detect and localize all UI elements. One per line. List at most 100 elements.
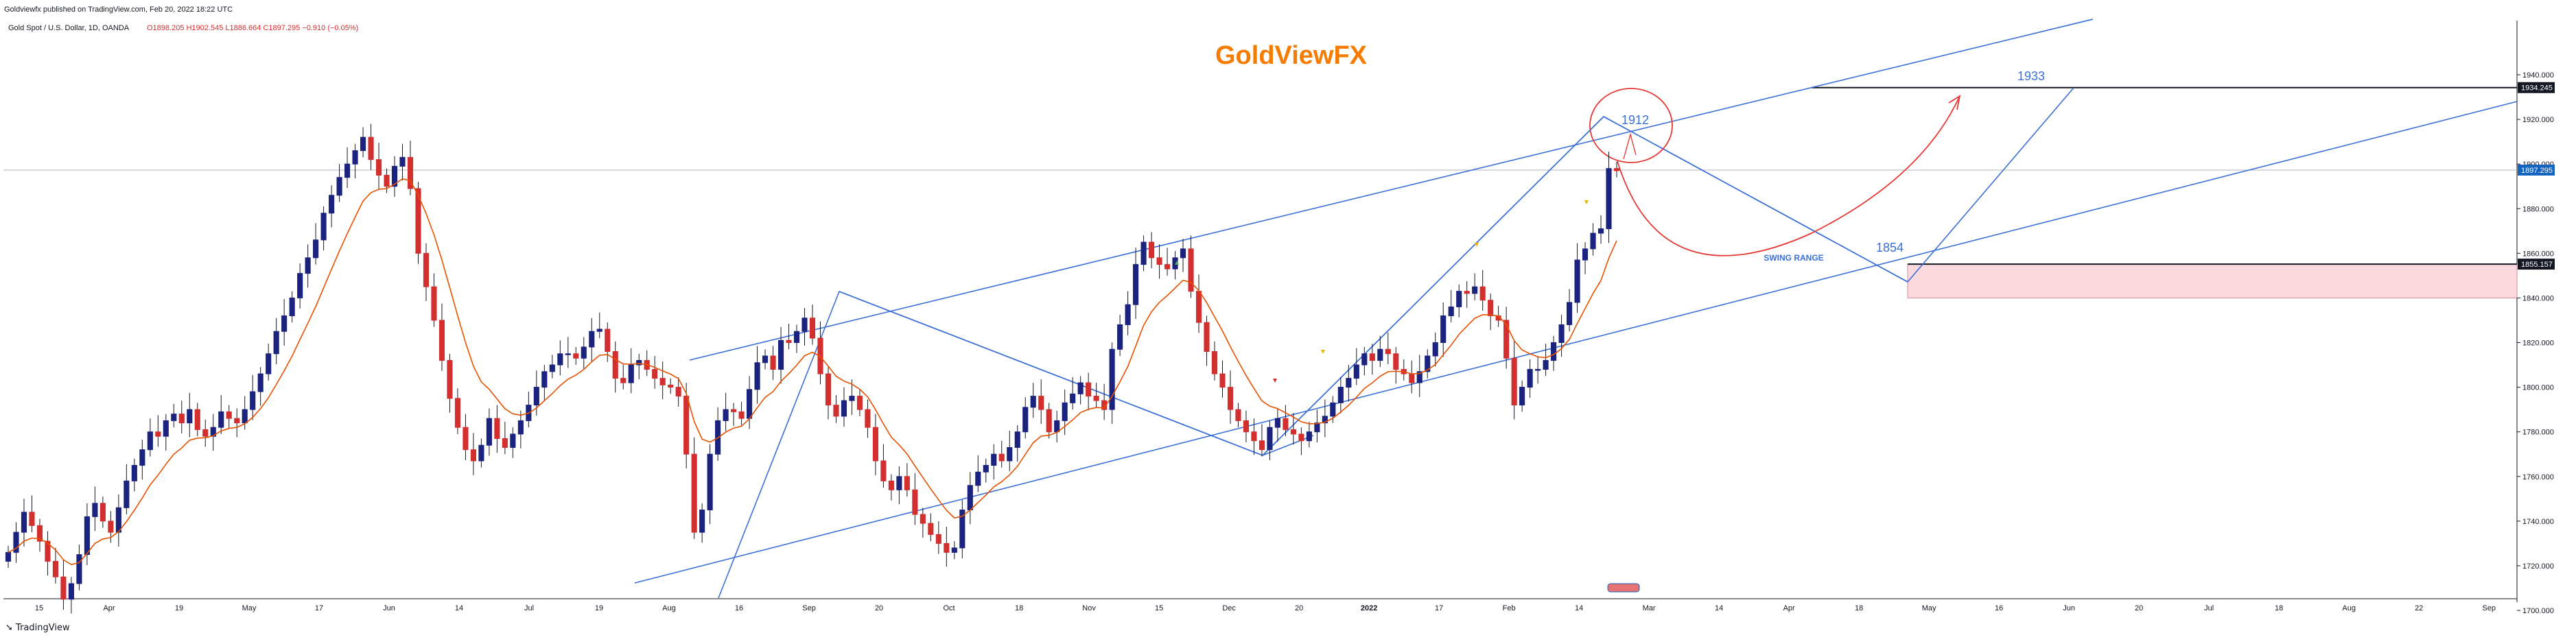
- up-signal-marker: [1175, 261, 1179, 265]
- time-tick-label: Mar: [1643, 604, 1656, 612]
- price-badge-box: [2518, 164, 2555, 176]
- bullish-candle: [793, 331, 800, 343]
- bullish-candle: [360, 136, 366, 152]
- bullish-candle: [1322, 416, 1328, 424]
- bearish-candle: [1227, 387, 1234, 410]
- bearish-candle: [1283, 418, 1289, 430]
- bearish-candle: [415, 188, 421, 254]
- demand-zone: [1907, 263, 2518, 298]
- time-tick-label: Apr: [103, 604, 115, 612]
- bearish-candle: [1488, 300, 1494, 316]
- bearish-candle: [1204, 322, 1210, 353]
- bullish-candle: [266, 353, 272, 374]
- bearish-candle: [1093, 396, 1099, 401]
- bullish-candle: [1306, 431, 1312, 442]
- bullish-candle: [896, 476, 902, 490]
- bullish-candle: [1456, 291, 1462, 307]
- event-flags[interactable]: [1607, 583, 1640, 593]
- bullish-candle: [273, 331, 279, 355]
- bullish-candle: [951, 547, 957, 553]
- bullish-candle: [76, 554, 82, 584]
- bullish-candle: [1140, 241, 1147, 265]
- price-tick-label: 1760.000: [2522, 473, 2554, 481]
- bullish-candle: [1535, 369, 1541, 371]
- bearish-candle: [856, 396, 863, 410]
- bullish-candle: [13, 532, 19, 553]
- bearish-candle: [928, 523, 934, 535]
- bullish-candle: [124, 480, 130, 508]
- bullish-candle: [707, 453, 713, 511]
- bullish-candle: [21, 512, 27, 533]
- bullish-candle: [486, 418, 492, 446]
- time-tick-label: 14: [1715, 604, 1723, 612]
- bullish-candle: [1527, 369, 1533, 388]
- price-badge-label: 1934.245: [2521, 84, 2553, 93]
- bearish-candle: [502, 438, 508, 448]
- bearish-candle: [872, 427, 878, 462]
- bearish-candle: [573, 353, 579, 359]
- bearish-candle: [1243, 420, 1250, 433]
- bearish-candle: [675, 387, 681, 397]
- bullish-candle: [777, 339, 784, 370]
- bullish-candle: [754, 362, 760, 390]
- bearish-candle: [1235, 409, 1241, 421]
- price-badge-box: [2518, 259, 2555, 270]
- price-annotation-1912: 1912: [1621, 113, 1649, 127]
- price-badge-box: [2518, 82, 2555, 93]
- bullish-candle: [849, 396, 855, 401]
- zigzag-right: [1603, 87, 2074, 283]
- price-tick-label: 1800.000: [2522, 384, 2554, 392]
- bullish-candle: [1014, 431, 1020, 448]
- price-tick-label: 1780.000: [2522, 429, 2554, 437]
- bullish-candle: [1274, 418, 1280, 428]
- lower-channel-line: [634, 101, 2518, 584]
- bearish-candle: [60, 576, 67, 600]
- bullish-candle: [1590, 232, 1596, 250]
- published-info: Goldviewfx published on TradingView.com,…: [4, 5, 233, 14]
- bullish-candle: [210, 427, 216, 437]
- tradingview-logo[interactable]: ➘ TradingView: [5, 623, 70, 633]
- bullish-candle: [1022, 407, 1029, 433]
- bullish-candle: [1361, 353, 1368, 366]
- bearish-candle: [431, 286, 437, 321]
- time-tick-label: 22: [2415, 604, 2423, 612]
- bullish-candle: [320, 213, 327, 241]
- bullish-candle: [313, 239, 319, 259]
- bearish-candle: [470, 449, 476, 462]
- bearish-candle: [731, 409, 737, 412]
- bearish-candle: [1156, 257, 1162, 265]
- signal-markers: [1175, 200, 1589, 383]
- symbol-info: Gold Spot / U.S. Dollar, 1D, OANDA: [8, 24, 130, 32]
- bearish-candle: [234, 418, 240, 424]
- price-annotation-1854: 1854: [1876, 241, 1904, 254]
- bearish-candle: [1369, 353, 1375, 361]
- bearish-candle: [375, 159, 382, 176]
- bullish-candle: [344, 163, 351, 178]
- bullish-candle: [1425, 355, 1431, 372]
- bullish-candle: [1346, 378, 1352, 388]
- bullish-candle: [1416, 371, 1422, 383]
- bearish-candle: [1251, 431, 1257, 442]
- bullish-candle: [1432, 342, 1438, 357]
- bearish-candle: [652, 369, 658, 379]
- time-tick-label: 14: [455, 604, 463, 612]
- bearish-candle: [935, 534, 941, 544]
- bullish-candle: [636, 360, 642, 366]
- bullish-candle: [399, 156, 406, 167]
- time-tick-label: Sep: [2482, 604, 2496, 612]
- bearish-candle: [770, 355, 776, 370]
- bearish-candle: [1511, 357, 1517, 406]
- bearish-candle: [178, 414, 185, 424]
- bullish-candle: [1558, 324, 1565, 344]
- bearish-candle: [226, 411, 232, 419]
- tradingview-logo-text: TradingView: [16, 623, 70, 633]
- bullish-candle: [565, 353, 571, 355]
- projection-curve: [1617, 97, 1960, 257]
- bullish-candle: [1337, 387, 1344, 403]
- swing-range-label: SWING RANGE: [1764, 253, 1823, 263]
- price-annotation-1933: 1933: [2017, 69, 2045, 83]
- economic-events-flag[interactable]: [1607, 583, 1640, 593]
- bullish-candle: [762, 355, 769, 363]
- bearish-candle: [108, 521, 114, 533]
